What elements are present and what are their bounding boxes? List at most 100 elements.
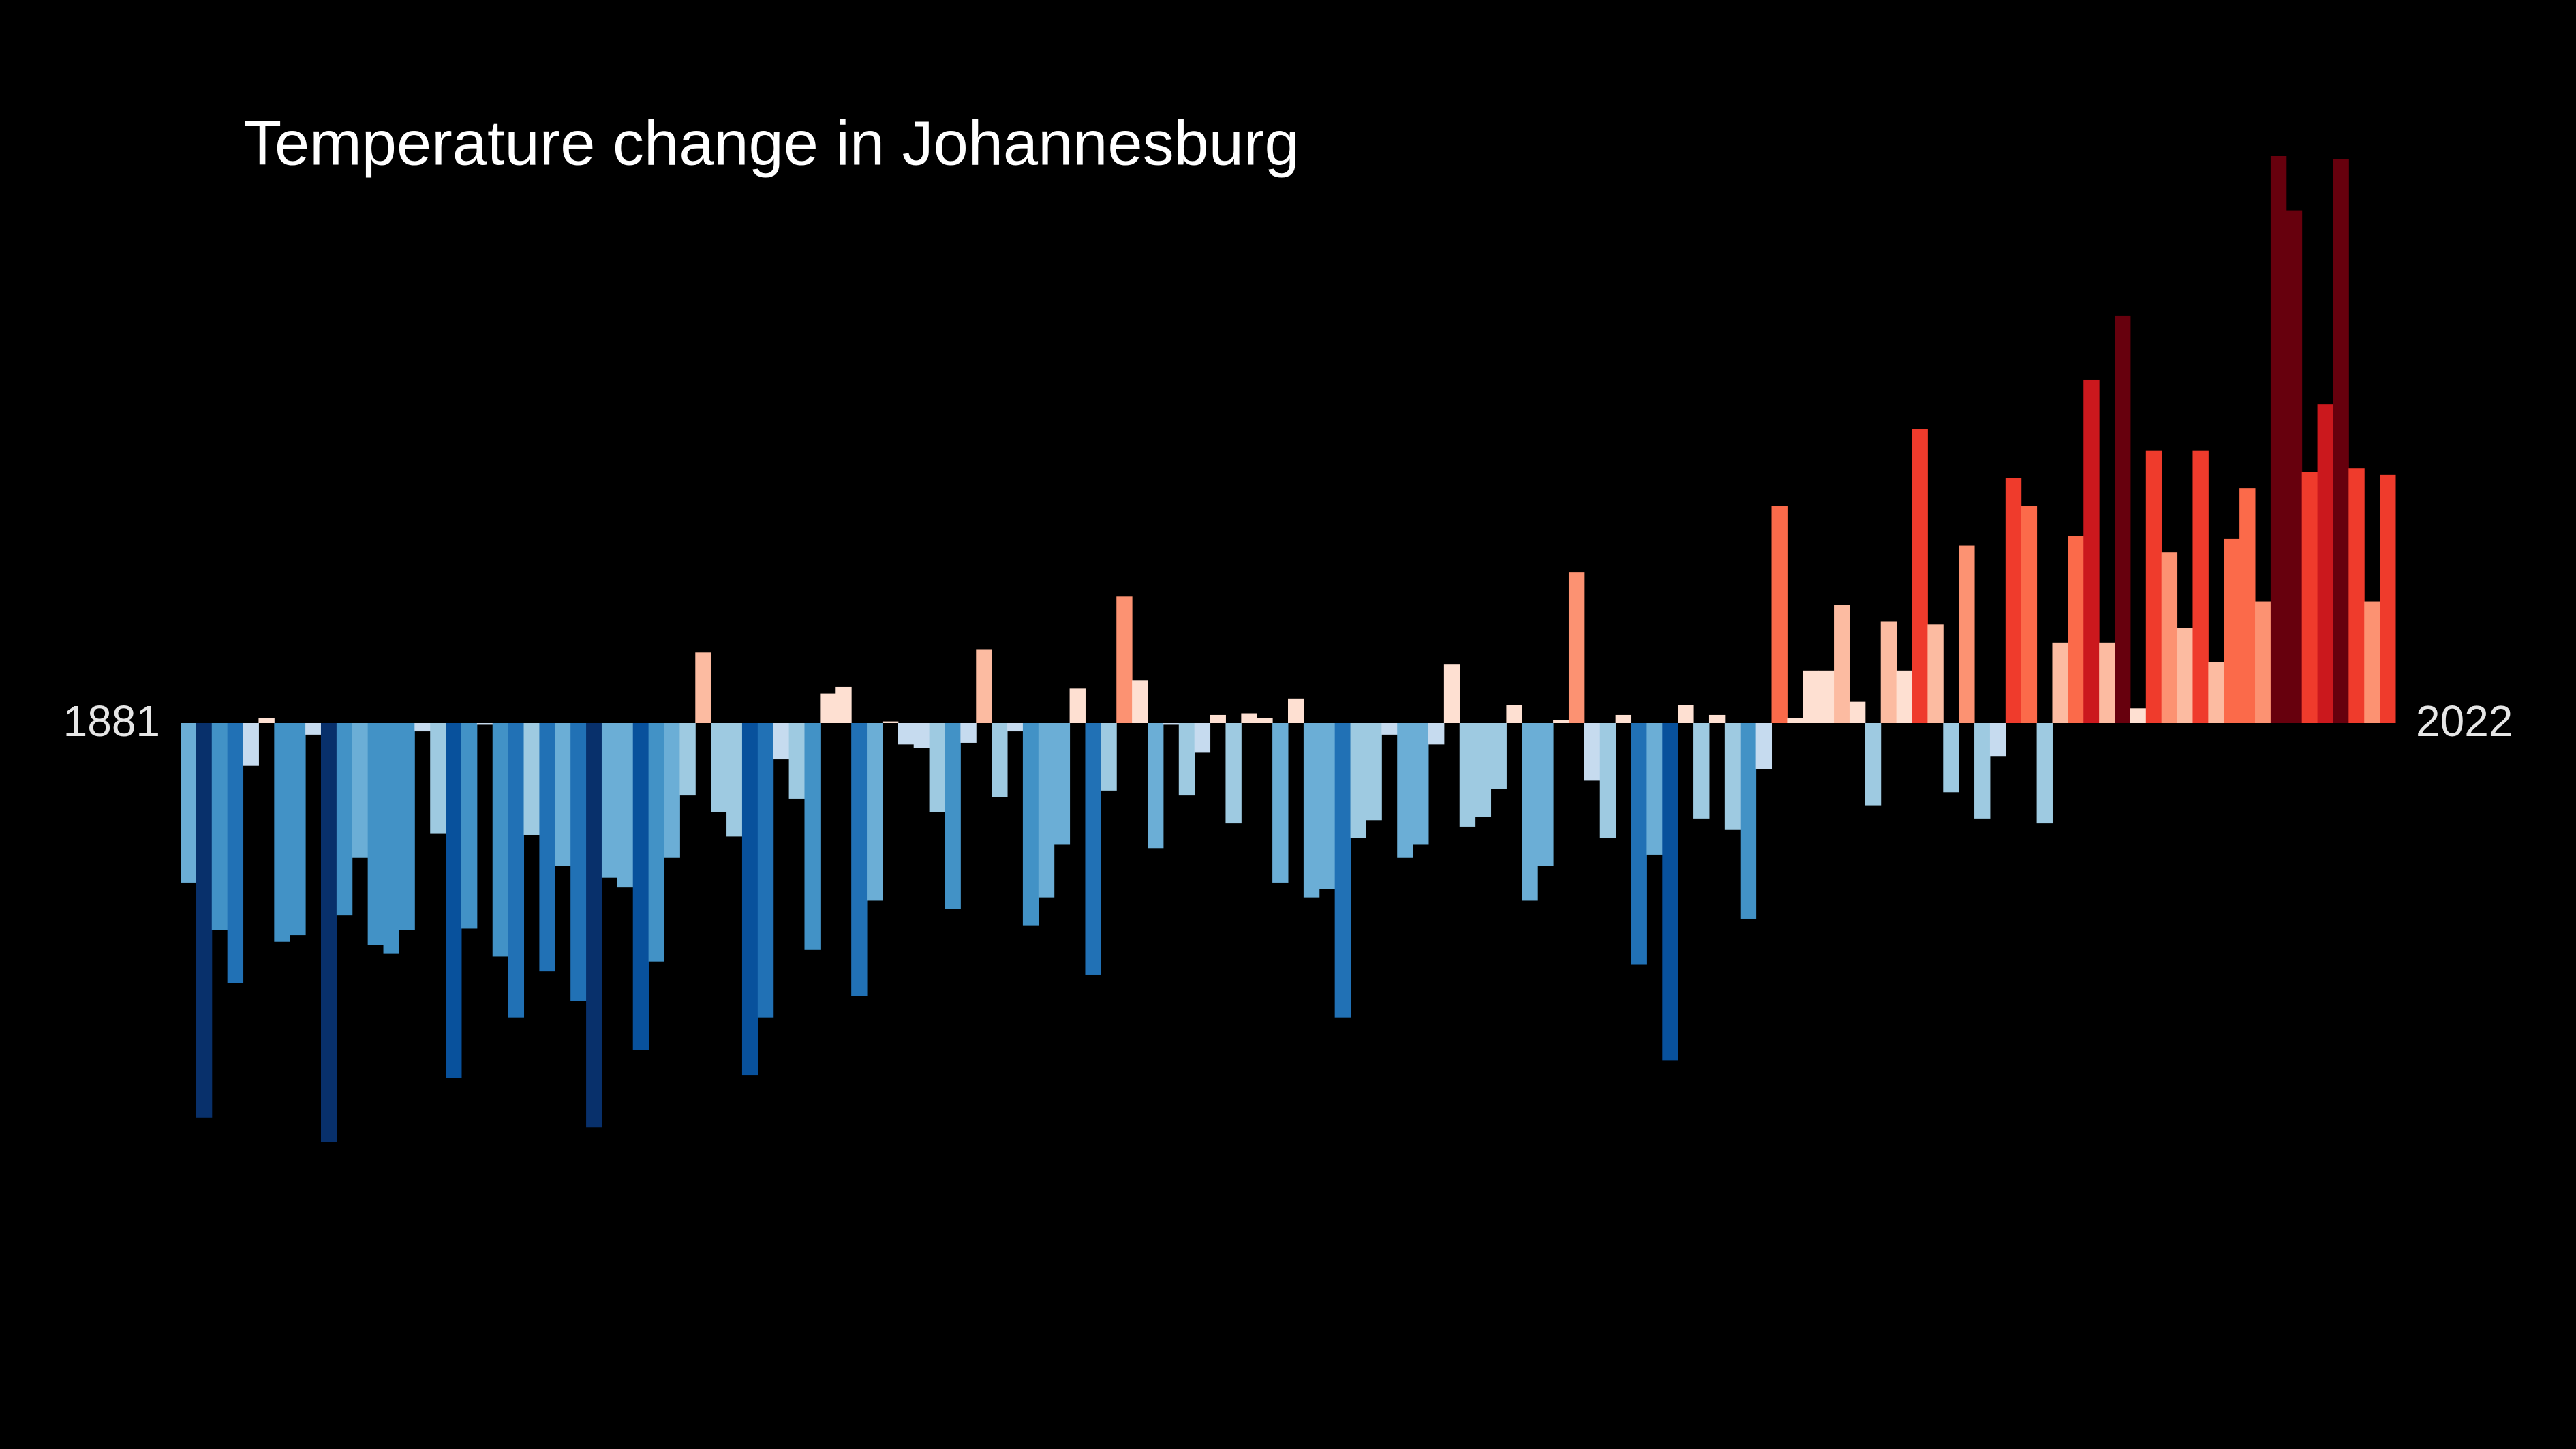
bar [476,723,493,725]
bar [1989,723,2006,757]
bar [305,723,322,735]
bar [1896,670,1912,723]
bar [2286,210,2303,723]
bar [523,723,540,835]
bar [196,723,213,1118]
bar [2099,642,2115,723]
bar [1693,723,1710,819]
bar [1350,723,1366,838]
bar [1537,723,1554,866]
bar [399,723,415,930]
bar [1959,545,1975,723]
bar [1818,670,1835,723]
bar [2130,708,2147,723]
bar [383,723,399,954]
bar [243,723,259,766]
bar [2068,536,2084,723]
bar [352,723,369,858]
bar [898,723,915,745]
bar [1319,723,1336,889]
bar [227,723,244,983]
bar [414,723,431,732]
bar [1054,723,1071,845]
bar [1787,718,1803,723]
bar [2115,315,2131,723]
bar [2083,379,2100,723]
bar [1771,506,1788,723]
bar [1943,723,1959,793]
bar [851,723,868,996]
bar [1708,714,1726,723]
bar [181,723,197,883]
bar [1834,605,1850,723]
bar [1257,718,1273,723]
bar [788,723,805,799]
bar [1397,723,1413,858]
bar [2380,474,2396,723]
bar [1381,723,1398,735]
bar [555,723,571,866]
bar [757,723,774,1018]
bar [2333,159,2349,723]
bar [211,723,228,930]
bar [1615,714,1632,723]
bar [741,723,758,1076]
year-label: 1881 [63,697,160,746]
bar [1912,429,1928,723]
bar [1148,723,1164,849]
bar [1101,723,1117,791]
bar [601,723,618,878]
bar [1443,664,1460,723]
bar [1163,723,1180,725]
bar [1459,723,1476,827]
bar [1116,596,1133,723]
bar [258,718,275,723]
bar [1288,698,1304,723]
bar [726,723,743,837]
bar [1194,723,1211,753]
bar [1553,720,1569,723]
bar [446,723,462,1078]
bar [430,723,446,834]
bar [2255,601,2271,723]
bar [1225,723,1242,824]
bar [1599,723,1616,838]
bar [960,723,977,743]
bar [1132,680,1148,723]
bar [1007,723,1024,732]
bar [1475,723,1492,817]
bar [1022,723,1039,926]
bar [1303,723,1320,898]
bar [2177,628,2193,723]
bar [1272,723,1289,883]
bar [1490,723,1507,789]
bar [2036,723,2053,824]
bar [570,723,587,1001]
bar [2005,478,2022,723]
bar [1334,723,1351,1018]
bar [695,652,711,723]
bar [913,723,930,748]
bar [2052,642,2068,723]
bar [1724,723,1741,830]
bar [1662,723,1678,1061]
bar [2317,404,2333,723]
bar [664,723,680,858]
bar [1210,714,1226,723]
bar [290,723,306,936]
bar [617,723,634,888]
bar [1568,572,1585,723]
bar [2224,538,2240,723]
bar [1631,723,1647,965]
bar [1740,723,1757,919]
bar [1241,713,1257,723]
bar [367,723,384,945]
bar [820,693,836,723]
bar [648,723,665,962]
bar [1927,624,1944,723]
bar [539,723,555,972]
bar [1803,670,1819,723]
bar [2348,468,2365,723]
